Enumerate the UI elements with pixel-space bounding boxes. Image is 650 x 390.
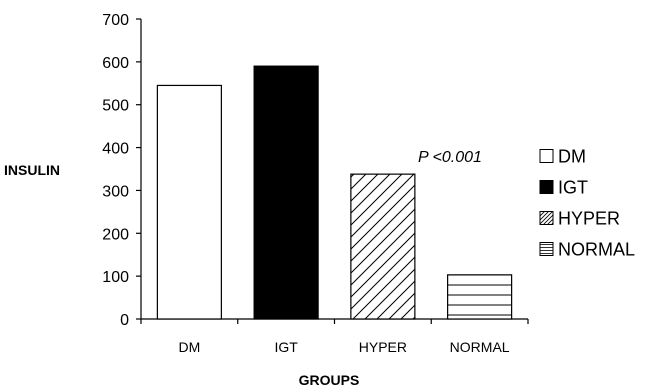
legend-swatch-igt bbox=[539, 180, 554, 194]
legend: DM IGT HYPER NORMAL bbox=[539, 147, 635, 260]
bar-igt bbox=[253, 65, 319, 320]
y-tick-label: 200 bbox=[102, 226, 129, 243]
category-labels: DM IGT HYPER NORMAL bbox=[178, 339, 509, 355]
y-tick-label: 500 bbox=[102, 98, 129, 115]
y-tick-label: 300 bbox=[102, 183, 129, 200]
legend-swatch-dm bbox=[539, 149, 554, 163]
y-tick-label: 600 bbox=[102, 55, 129, 72]
legend-label-normal: NORMAL bbox=[558, 240, 635, 260]
x-tick-label: IGT bbox=[274, 339, 298, 355]
legend-label-dm: DM bbox=[558, 147, 586, 167]
bar-hyper bbox=[350, 173, 416, 320]
x-axis bbox=[140, 318, 529, 324]
bars bbox=[156, 65, 513, 320]
legend-swatch-normal bbox=[539, 242, 554, 256]
bar-normal bbox=[447, 274, 513, 320]
x-tick-label: DM bbox=[178, 339, 200, 355]
x-tick-label: NORMAL bbox=[450, 339, 510, 355]
p-value-annotation: P <0.001 bbox=[418, 149, 482, 166]
y-axis: 0 100 200 300 400 500 600 700 bbox=[102, 12, 142, 329]
legend-label-hyper: HYPER bbox=[558, 209, 620, 229]
y-tick-label: 100 bbox=[102, 269, 129, 286]
x-tick-label: HYPER bbox=[359, 339, 407, 355]
y-tick-label: 400 bbox=[102, 141, 129, 158]
y-axis-title: INSULIN bbox=[4, 162, 60, 178]
bar-dm bbox=[156, 84, 222, 320]
y-tick-label: 0 bbox=[120, 312, 129, 329]
legend-label-igt: IGT bbox=[558, 178, 588, 198]
x-axis-title: GROUPS bbox=[299, 372, 360, 388]
legend-swatch-hyper bbox=[539, 211, 554, 225]
y-tick-label: 700 bbox=[102, 12, 129, 29]
